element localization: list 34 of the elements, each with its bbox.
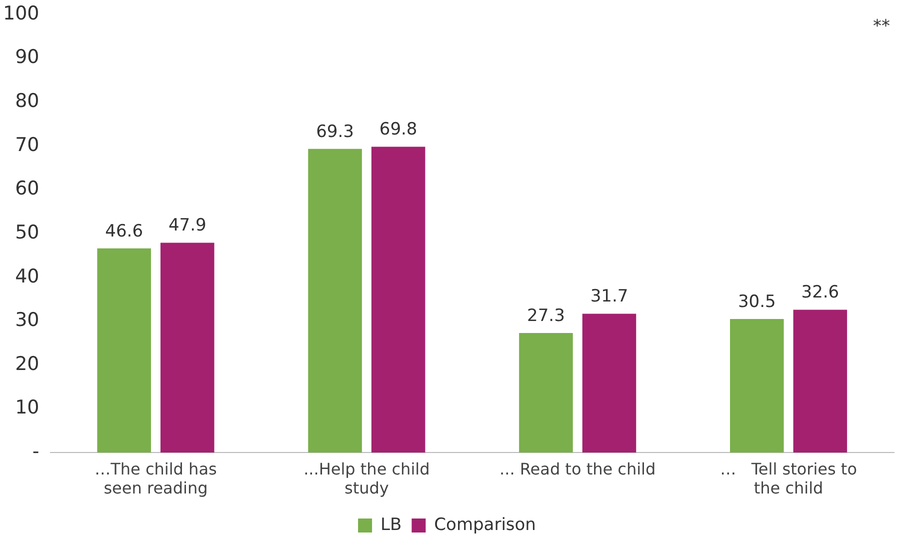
- data-label: 30.5: [738, 292, 776, 312]
- y-tick-label: 70: [15, 134, 40, 156]
- legend-label: LB: [380, 514, 402, 535]
- y-tick-label: 10: [15, 396, 40, 419]
- bar: [371, 146, 426, 453]
- bar: [730, 318, 784, 453]
- legend-label: Comparison: [434, 514, 536, 535]
- y-tick-label: 90: [15, 46, 40, 68]
- y-tick-label: 40: [15, 265, 40, 288]
- bar: [308, 148, 362, 453]
- y-tick-label: 60: [15, 178, 40, 200]
- y-tick-label: 50: [15, 221, 40, 244]
- bar: [160, 242, 214, 453]
- data-label: 27.3: [527, 306, 565, 326]
- data-label: 32.6: [801, 282, 840, 303]
- bar: [582, 314, 636, 453]
- bar: [519, 332, 573, 453]
- bar: [97, 248, 151, 453]
- data-label: 31.7: [590, 286, 628, 307]
- data-label: 69.8: [379, 120, 418, 140]
- y-tick-label: 100: [3, 2, 40, 24]
- y-tick-label: 30: [15, 309, 40, 332]
- x-tick-label: ... Read to the child: [500, 459, 656, 478]
- data-label: 46.6: [105, 221, 144, 242]
- data-label: 47.9: [168, 216, 206, 236]
- y-tick-label: -: [32, 440, 40, 463]
- x-tick-label: …The child has seen reading: [94, 459, 217, 498]
- bar: [793, 310, 848, 453]
- annotation: **: [873, 16, 890, 36]
- y-tick-label: 80: [15, 90, 40, 112]
- y-tick-label: 20: [15, 352, 40, 375]
- data-label: 69.3: [316, 122, 354, 142]
- x-tick-label: … Tell stories to the child: [720, 459, 857, 498]
- x-tick-label: ...Help the child study: [304, 459, 430, 498]
